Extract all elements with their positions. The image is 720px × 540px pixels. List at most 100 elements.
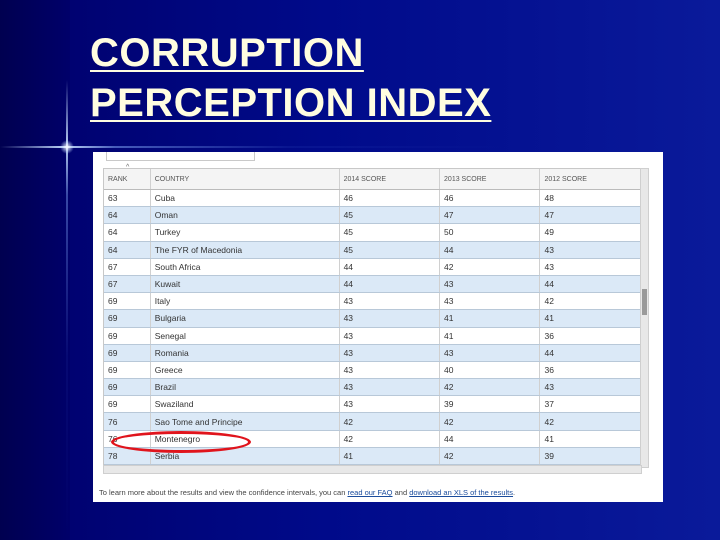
cell-s2013: 42 bbox=[439, 258, 541, 276]
cell-s2012: 41 bbox=[539, 430, 641, 448]
cell-country: Turkey bbox=[150, 223, 340, 242]
cell-s2012: 43 bbox=[539, 241, 641, 259]
cell-s2013: 50 bbox=[439, 223, 541, 242]
cell-s2014: 45 bbox=[339, 223, 441, 242]
cell-country: The FYR of Macedonia bbox=[150, 241, 340, 259]
table-row: 64 Oman 45 47 47 bbox=[104, 206, 641, 225]
cell-s2014: 45 bbox=[339, 241, 441, 259]
cell-s2014: 42 bbox=[339, 412, 441, 431]
cell-country: South Africa bbox=[150, 258, 340, 276]
embedded-screenshot: RANK COUNTRY 2014 SCORE 2013 SCORE 2012 … bbox=[93, 152, 663, 502]
cell-s2014: 43 bbox=[339, 395, 441, 414]
cell-s2012: 43 bbox=[539, 378, 641, 397]
cell-s2014: 43 bbox=[339, 292, 441, 311]
table-row: 69 Italy 43 43 42 bbox=[104, 292, 641, 311]
cell-s2013: 40 bbox=[439, 361, 541, 380]
cell-s2014: 42 bbox=[339, 430, 441, 448]
cell-s2013: 43 bbox=[439, 275, 541, 294]
cell-s2012: 49 bbox=[539, 223, 641, 242]
sort-caret-icon: ^ bbox=[126, 164, 130, 171]
cell-s2014: 43 bbox=[339, 361, 441, 380]
sparkle-star-icon bbox=[60, 140, 74, 154]
cell-country: Kuwait bbox=[150, 275, 340, 294]
cell-rank: 78 bbox=[104, 447, 151, 466]
cell-rank: 67 bbox=[104, 275, 151, 294]
cell-rank: 64 bbox=[104, 223, 151, 242]
cell-country: Cuba bbox=[150, 189, 340, 208]
cell-s2012: 36 bbox=[539, 327, 641, 345]
cell-s2014: 43 bbox=[339, 327, 441, 345]
cell-s2014: 43 bbox=[339, 378, 441, 397]
cell-s2012: 47 bbox=[539, 206, 641, 225]
cell-s2012: 43 bbox=[539, 258, 641, 276]
cell-rank: 69 bbox=[104, 292, 151, 311]
cell-s2013: 42 bbox=[439, 412, 541, 431]
table-row: 69 Brazil 43 42 43 bbox=[104, 378, 641, 397]
header-rank[interactable]: RANK bbox=[104, 169, 151, 190]
cell-s2013: 42 bbox=[439, 378, 541, 397]
download-xls-link[interactable]: download an XLS of the results bbox=[409, 488, 514, 497]
vertical-scrollbar-thumb[interactable] bbox=[642, 289, 647, 315]
serbia-highlight-ellipse bbox=[111, 431, 251, 453]
table-body: 63 Cuba 46 46 48 64 Oman 45 47 47 64 Turkey 45 50 49 64… bbox=[104, 189, 641, 467]
cell-s2014: 43 bbox=[339, 309, 441, 328]
cell-s2013: 44 bbox=[439, 241, 541, 259]
left-dark-strip bbox=[0, 0, 70, 540]
table-row: 78 Serbia 41 42 39 bbox=[104, 447, 641, 466]
cell-s2012: 41 bbox=[539, 309, 641, 328]
cell-s2014: 45 bbox=[339, 206, 441, 225]
header-country[interactable]: COUNTRY bbox=[150, 169, 340, 190]
cell-rank: 69 bbox=[104, 395, 151, 414]
cell-country: Swaziland bbox=[150, 395, 340, 414]
sparkle-horizontal-line bbox=[0, 146, 720, 148]
cell-s2014: 44 bbox=[339, 275, 441, 294]
table-row: 69 Swaziland 43 39 37 bbox=[104, 395, 641, 414]
header-2014-score[interactable]: 2014 SCORE bbox=[339, 169, 441, 190]
cell-rank: 63 bbox=[104, 189, 151, 208]
table-header-row: RANK COUNTRY 2014 SCORE 2013 SCORE 2012 … bbox=[104, 169, 641, 190]
table-row: 64 The FYR of Macedonia 45 44 43 bbox=[104, 241, 641, 259]
cell-s2013: 42 bbox=[439, 447, 541, 466]
vertical-scrollbar[interactable] bbox=[640, 168, 649, 468]
top-input-box[interactable] bbox=[106, 152, 255, 161]
footer-text-mid: and bbox=[392, 488, 410, 497]
cell-s2013: 43 bbox=[439, 292, 541, 311]
header-2013-score[interactable]: 2013 SCORE bbox=[439, 169, 541, 190]
cell-s2013: 41 bbox=[439, 327, 541, 345]
table-row: 69 Romania 43 43 44 bbox=[104, 344, 641, 362]
cell-country: Italy bbox=[150, 292, 340, 311]
table-row: 67 South Africa 44 42 43 bbox=[104, 258, 641, 276]
cell-s2012: 44 bbox=[539, 275, 641, 294]
cell-s2014: 46 bbox=[339, 189, 441, 208]
cell-s2012: 44 bbox=[539, 344, 641, 362]
horizontal-scrollbar[interactable] bbox=[103, 465, 642, 474]
cell-country: Greece bbox=[150, 361, 340, 380]
slide-title-line-2: PERCEPTION INDEX bbox=[90, 81, 492, 125]
cell-s2012: 42 bbox=[539, 292, 641, 311]
sparkle-vertical-line bbox=[66, 80, 68, 540]
table-container: RANK COUNTRY 2014 SCORE 2013 SCORE 2012 … bbox=[103, 168, 642, 468]
cell-rank: 69 bbox=[104, 327, 151, 345]
cell-s2013: 47 bbox=[439, 206, 541, 225]
cell-rank: 69 bbox=[104, 309, 151, 328]
footer-note: To learn more about the results and view… bbox=[99, 488, 515, 497]
read-faq-link[interactable]: read our FAQ bbox=[347, 488, 393, 497]
cell-rank: 69 bbox=[104, 361, 151, 380]
table-row: 69 Senegal 43 41 36 bbox=[104, 327, 641, 345]
cell-s2013: 39 bbox=[439, 395, 541, 414]
table-row: 63 Cuba 46 46 48 bbox=[104, 189, 641, 208]
cell-country: Brazil bbox=[150, 378, 340, 397]
cell-s2014: 44 bbox=[339, 258, 441, 276]
cell-s2012: 37 bbox=[539, 395, 641, 414]
cell-s2013: 44 bbox=[439, 430, 541, 448]
header-2012-score[interactable]: 2012 SCORE bbox=[539, 169, 641, 190]
cell-rank: 69 bbox=[104, 344, 151, 362]
cell-rank: 64 bbox=[104, 241, 151, 259]
cell-country: Bulgaria bbox=[150, 309, 340, 328]
table-row: 69 Bulgaria 43 41 41 bbox=[104, 309, 641, 328]
table-row: 69 Greece 43 40 36 bbox=[104, 361, 641, 380]
slide-title-line-1: CORRUPTION bbox=[90, 31, 364, 75]
cell-s2013: 41 bbox=[439, 309, 541, 328]
table-row: 64 Turkey 45 50 49 bbox=[104, 223, 641, 242]
cpi-table: RANK COUNTRY 2014 SCORE 2013 SCORE 2012 … bbox=[104, 169, 641, 467]
